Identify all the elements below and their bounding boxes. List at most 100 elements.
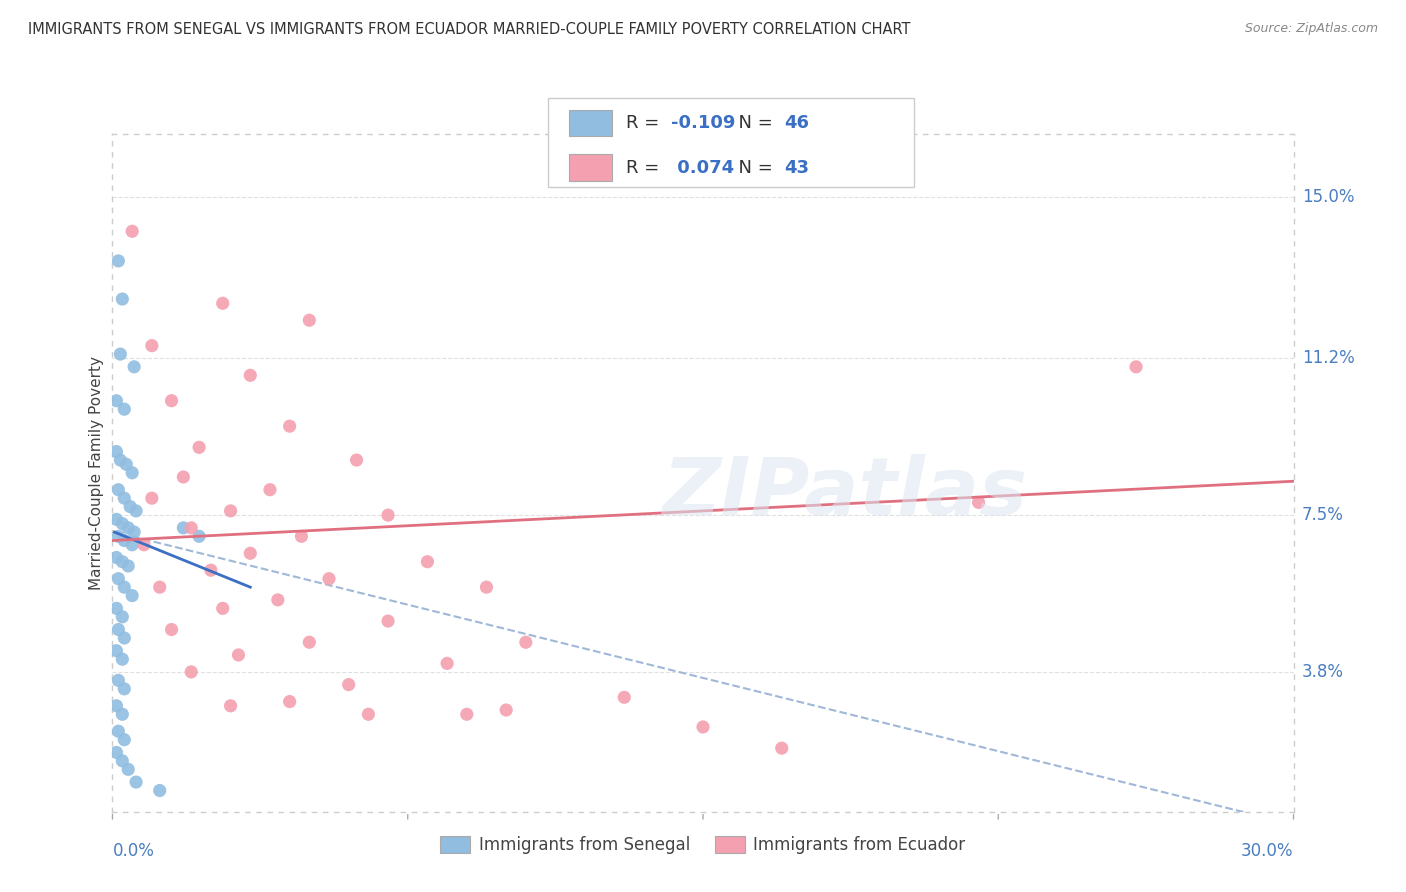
Point (112, 732, 135, 747)
Point (211, 601, 233, 615)
Point (239, 546, 262, 560)
Text: 15.0%: 15.0% (1302, 188, 1354, 206)
Text: 0.0%: 0.0% (112, 842, 155, 860)
Point (110, 347, 132, 361)
Point (967, 495, 990, 509)
Point (298, 635, 321, 649)
Text: 11.2%: 11.2% (1302, 350, 1354, 368)
Point (357, 707, 380, 722)
Point (149, 580, 172, 594)
Point (105, 512, 128, 526)
Point (111, 292, 134, 306)
Point (298, 313, 321, 327)
Point (117, 762, 139, 776)
Point (112, 402, 135, 417)
Point (107, 483, 129, 497)
Point (515, 635, 537, 649)
Point (107, 572, 129, 586)
Point (180, 665, 202, 679)
Point (122, 524, 145, 539)
Text: 30.0%: 30.0% (1241, 842, 1294, 860)
Point (105, 698, 128, 713)
Point (132, 538, 155, 552)
Point (121, 224, 143, 238)
Point (125, 504, 148, 518)
Point (160, 623, 183, 637)
Point (120, 500, 142, 514)
Text: ZIPatlas: ZIPatlas (662, 454, 1028, 533)
Point (105, 393, 128, 408)
Point (105, 550, 128, 565)
Point (416, 555, 439, 569)
Point (188, 441, 211, 455)
Point (111, 652, 134, 666)
Y-axis label: Married-Couple Family Poverty: Married-Couple Family Poverty (89, 356, 104, 590)
Point (770, 741, 793, 756)
Point (122, 359, 145, 374)
Text: 3.8%: 3.8% (1302, 663, 1344, 681)
Point (107, 673, 129, 688)
Point (456, 707, 478, 722)
Point (105, 746, 128, 760)
Legend: Immigrants from Senegal, Immigrants from Ecuador: Immigrants from Senegal, Immigrants from… (434, 830, 972, 861)
Point (259, 483, 281, 497)
Text: -0.109: -0.109 (671, 114, 735, 132)
Text: IMMIGRANTS FROM SENEGAL VS IMMIGRANTS FROM ECUADOR MARRIED-COUPLE FAMILY POVERTY: IMMIGRANTS FROM SENEGAL VS IMMIGRANTS FR… (28, 22, 911, 37)
Point (188, 529, 211, 543)
Point (1125, 359, 1147, 374)
Point (290, 529, 312, 543)
Point (111, 754, 134, 768)
Point (111, 610, 134, 624)
Point (125, 775, 148, 789)
Point (112, 491, 135, 505)
Point (115, 458, 138, 472)
Point (112, 533, 135, 548)
Point (160, 393, 183, 408)
Point (377, 508, 399, 523)
Point (149, 783, 172, 797)
Point (200, 563, 222, 577)
Point (219, 698, 242, 713)
Point (239, 368, 262, 383)
Point (278, 694, 301, 708)
Point (110, 453, 132, 467)
Point (112, 580, 135, 594)
Point (337, 678, 360, 692)
Point (172, 521, 194, 535)
Point (107, 724, 129, 739)
Point (111, 707, 134, 722)
Point (107, 529, 129, 543)
Point (377, 614, 399, 628)
Text: N =: N = (727, 114, 779, 132)
Point (211, 296, 233, 310)
Point (219, 504, 242, 518)
Point (172, 470, 194, 484)
Point (228, 648, 250, 662)
Point (107, 623, 129, 637)
Text: 43: 43 (785, 159, 810, 177)
Point (692, 720, 714, 734)
Point (267, 592, 290, 607)
Point (111, 555, 134, 569)
Text: 0.074: 0.074 (671, 159, 734, 177)
Text: R =: R = (626, 159, 665, 177)
Point (141, 338, 163, 352)
Point (105, 601, 128, 615)
Point (180, 521, 202, 535)
Point (278, 419, 301, 434)
Point (121, 466, 143, 480)
Point (436, 657, 458, 671)
Text: 7.5%: 7.5% (1302, 506, 1344, 524)
Point (475, 580, 498, 594)
Text: Source: ZipAtlas.com: Source: ZipAtlas.com (1244, 22, 1378, 36)
Point (141, 491, 163, 505)
Point (346, 453, 368, 467)
Point (105, 444, 128, 458)
Point (495, 703, 517, 717)
Point (112, 681, 135, 696)
Text: R =: R = (626, 114, 665, 132)
Point (613, 690, 636, 705)
Point (111, 516, 134, 531)
Point (121, 538, 143, 552)
Text: N =: N = (727, 159, 779, 177)
